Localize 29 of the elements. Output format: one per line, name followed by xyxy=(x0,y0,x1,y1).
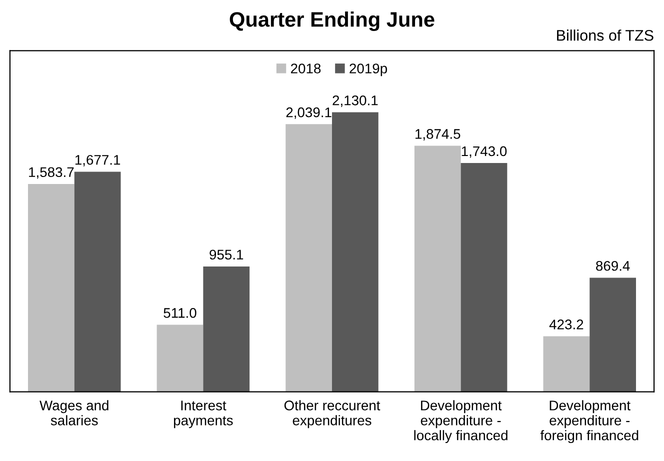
data-label: 955.1 xyxy=(210,250,244,260)
bar xyxy=(156,324,204,392)
data-label: 1,677.1 xyxy=(75,154,120,166)
data-label: 869.4 xyxy=(596,260,630,271)
x-tick-label: Wages and salaries xyxy=(40,400,108,426)
x-tick-label: Development expenditure - locally financed xyxy=(414,400,508,444)
legend-label: 2019p xyxy=(350,64,388,76)
bar xyxy=(74,172,121,392)
x-tick-label: Other reccurent expenditures xyxy=(284,400,380,428)
chart-title: Quarter Ending June xyxy=(230,12,434,32)
x-tick-label: Interest payments xyxy=(174,400,233,428)
data-label: 1,874.5 xyxy=(416,129,460,141)
bar xyxy=(286,124,332,392)
data-label: 1,583.7 xyxy=(29,167,74,179)
bar xyxy=(414,146,461,392)
data-label: 511.0 xyxy=(164,308,196,318)
bar xyxy=(460,163,508,392)
bar xyxy=(590,278,636,392)
bar xyxy=(203,266,250,392)
legend-label: 2018 xyxy=(291,64,321,74)
data-label: 1,743.0 xyxy=(462,146,507,158)
data-label: 2,039.1 xyxy=(286,107,332,119)
data-label: 423.2 xyxy=(549,320,584,330)
bar xyxy=(543,336,590,392)
data-label: 2,130.1 xyxy=(332,95,378,107)
bar xyxy=(28,184,74,392)
bar xyxy=(332,112,378,392)
text: Billions of TZS xyxy=(557,30,654,41)
x-tick-label: Development expenditure - foreign financed xyxy=(540,400,638,444)
